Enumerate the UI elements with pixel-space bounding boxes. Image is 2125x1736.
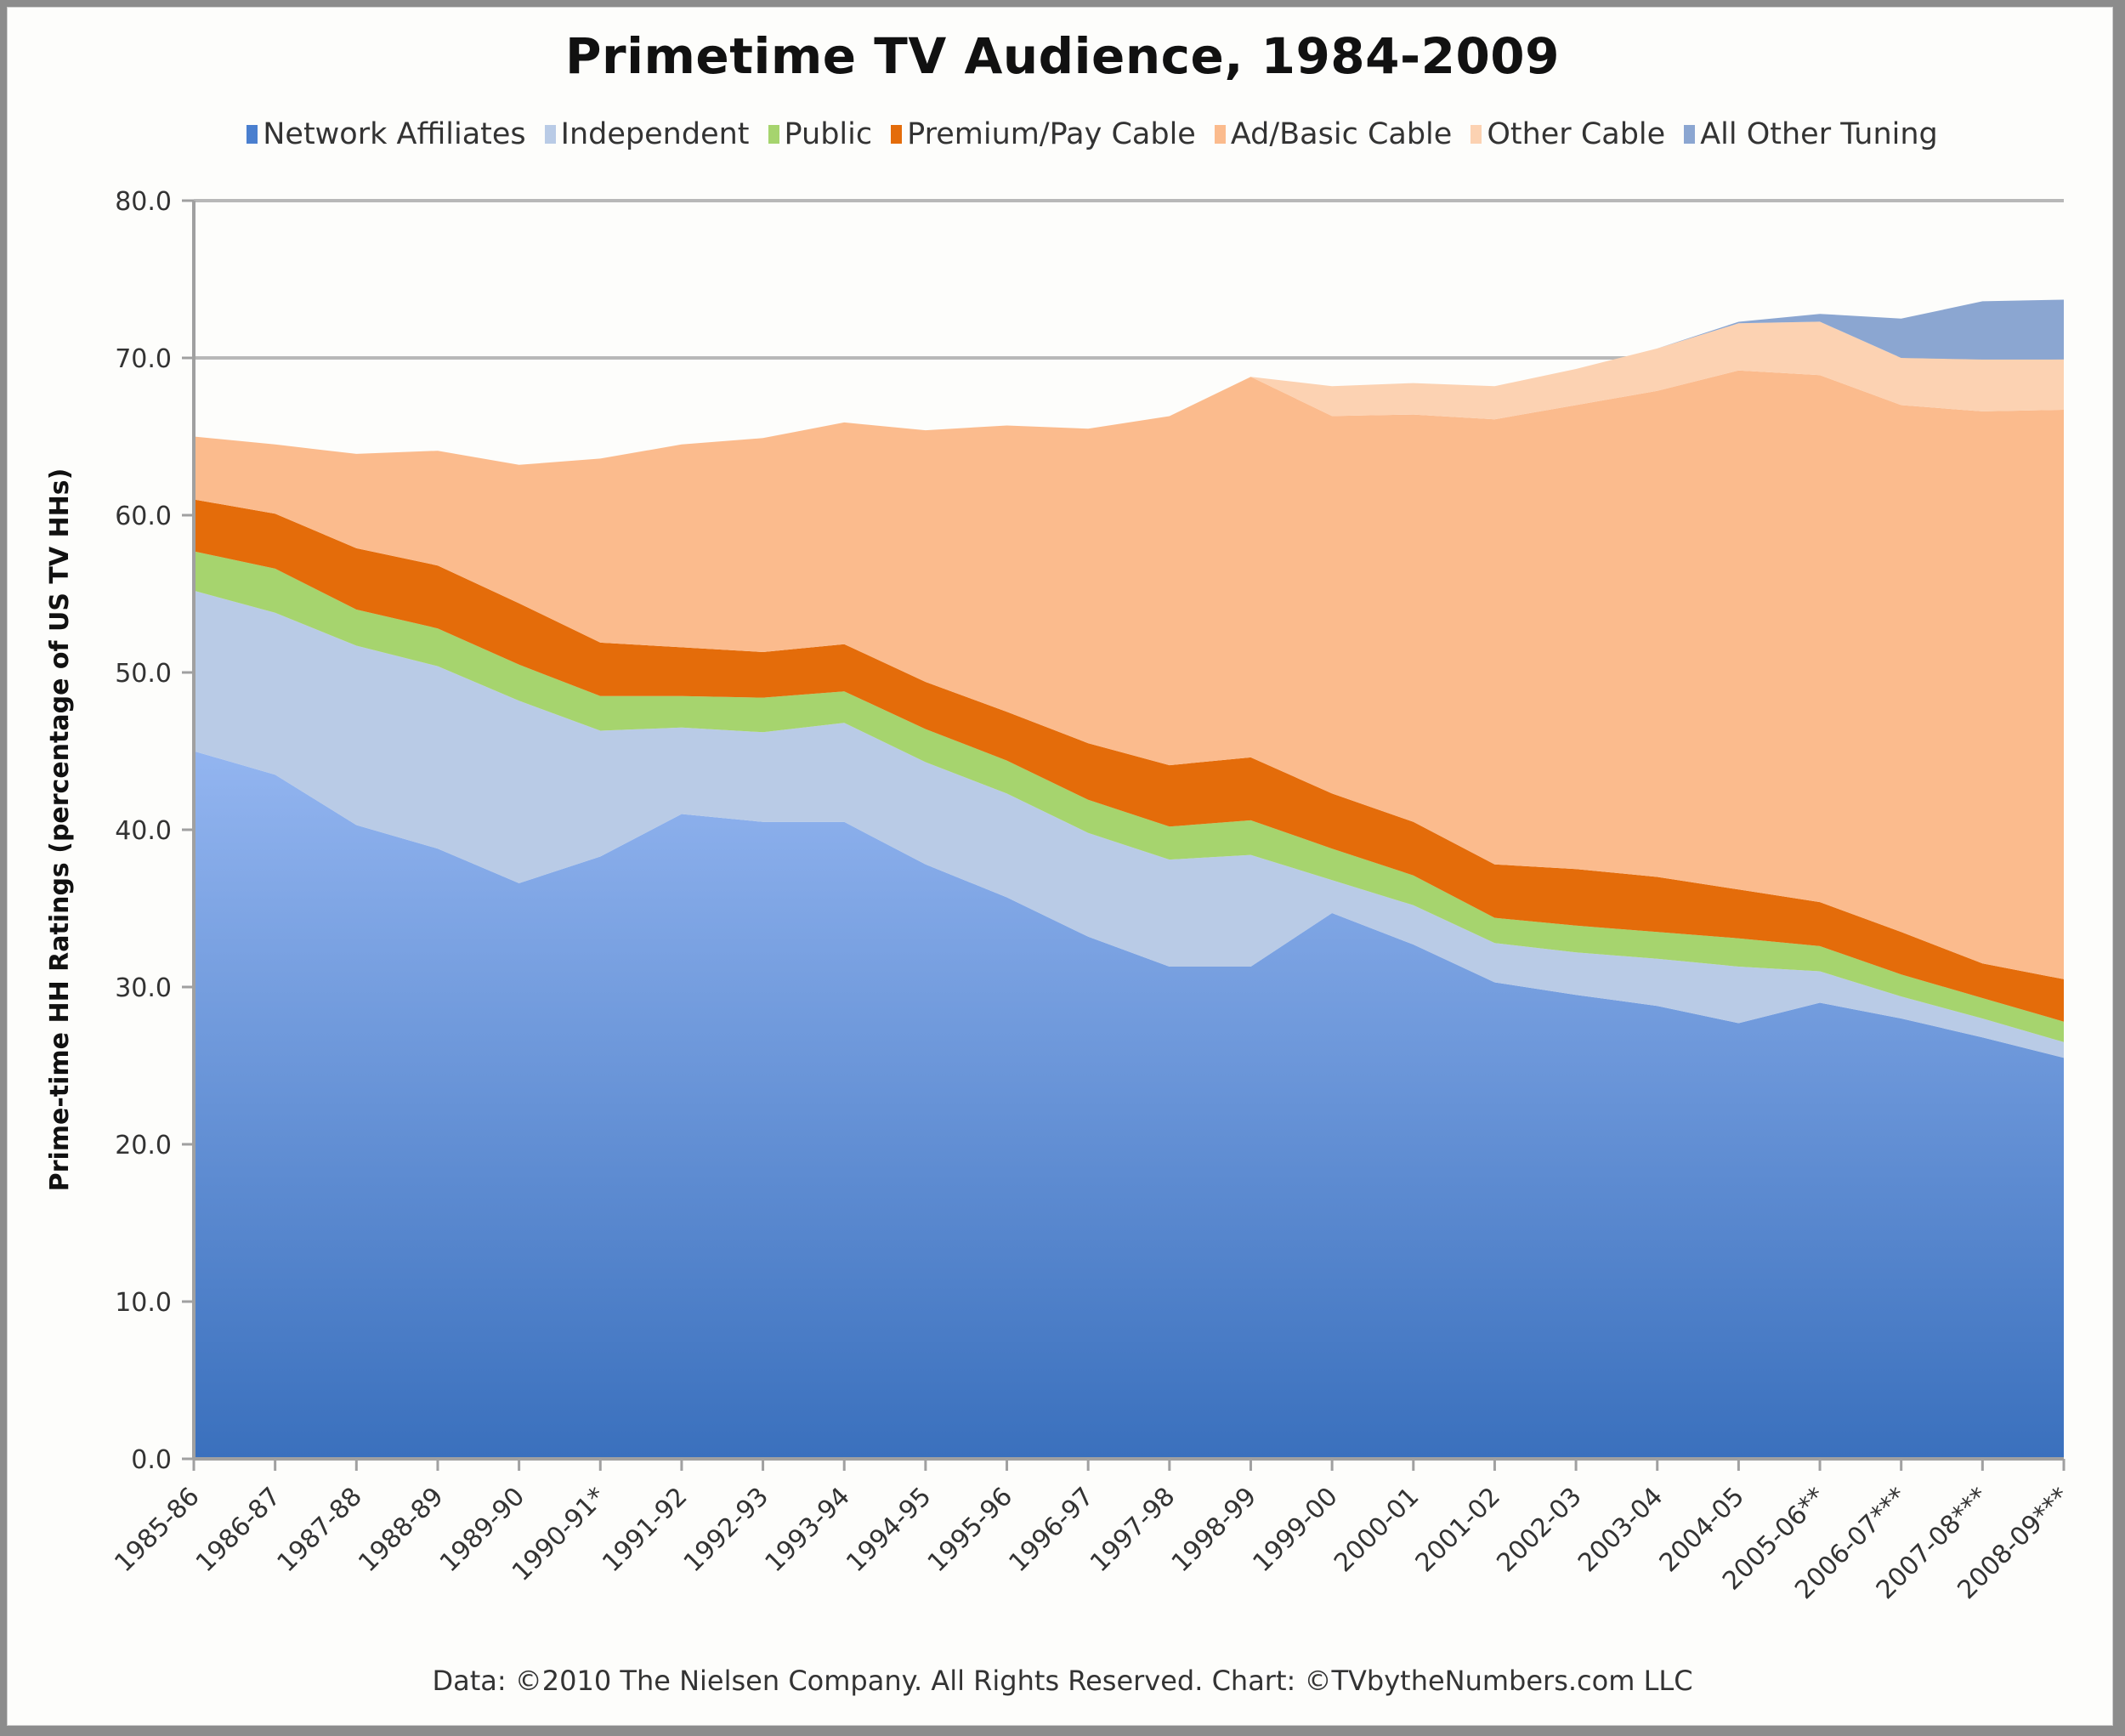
x-tick-label: 1994-95 (841, 1482, 937, 1578)
x-tick-label: 1997-98 (1085, 1482, 1181, 1578)
area-premium-pay-cable (194, 499, 2064, 1022)
legend-item-ad-basic-cable: Ad/Basic Cable (1214, 117, 1453, 151)
legend: Network Affiliates Independent Public Pr… (0, 117, 2125, 151)
legend-swatch-network-affiliates (246, 125, 258, 144)
legend-swatch-other-cable (1470, 125, 1482, 144)
legend-item-public: Public (768, 117, 873, 151)
legend-item-other-cable: Other Cable (1470, 117, 1665, 151)
x-tick-label: 1985-86 (109, 1482, 205, 1578)
x-tick-label: 2003-04 (1572, 1482, 1669, 1578)
x-tick-label: 1996-97 (1003, 1482, 1099, 1578)
legend-swatch-ad-basic-cable (1214, 125, 1226, 144)
y-axis-label: Prime-time HH Ratings (percentage of US … (45, 468, 75, 1192)
y-tick-label: 60.0 (115, 502, 172, 531)
y-axis-ticks: 0.0 10.0 20.0 30.0 40.0 50.0 60.0 70.0 80.0 (115, 187, 194, 1475)
area-ad-basic-cable (194, 370, 2064, 979)
chart-title: Primetime TV Audience, 1984-2009 (564, 27, 1561, 85)
area-network-affiliates (194, 751, 2064, 1459)
x-axis-ticks: 1985-861986-871987-881988-891989-901990-… (109, 1459, 2076, 1605)
y-tick-label: 10.0 (115, 1288, 172, 1318)
y-tick-label: 70.0 (115, 344, 172, 374)
legend-label: Ad/Basic Cable (1230, 117, 1453, 151)
x-tick-label: 1988-89 (353, 1482, 449, 1578)
legend-label: All Other Tuning (1700, 117, 1938, 151)
x-tick-label: 2001-02 (1410, 1482, 1506, 1578)
y-tick-label: 80.0 (115, 187, 172, 217)
chart-footer-credit: Data: ©2010 The Nielsen Company. All Rig… (432, 1665, 1693, 1697)
x-tick-label: 1998-99 (1166, 1482, 1262, 1578)
y-tick-label: 40.0 (115, 816, 172, 846)
legend-item-all-other-tuning: All Other Tuning (1684, 117, 1938, 151)
x-tick-label: 1993-94 (759, 1482, 855, 1578)
stacked-areas (194, 299, 2064, 1459)
legend-swatch-independent (544, 125, 556, 144)
area-independent (194, 590, 2064, 1058)
legend-item-independent: Independent (544, 117, 750, 151)
x-tick-label: 1986-87 (190, 1482, 286, 1578)
x-tick-label: 1999-00 (1247, 1482, 1343, 1578)
y-tick-label: 0.0 (131, 1445, 172, 1475)
legend-item-premium-pay-cable: Premium/Pay Cable (891, 117, 1196, 151)
legend-swatch-premium-pay-cable (891, 125, 903, 144)
x-tick-label: 2000-01 (1329, 1482, 1425, 1578)
legend-label: Network Affiliates (263, 117, 526, 151)
legend-label: Other Cable (1487, 117, 1666, 151)
y-tick-label: 50.0 (115, 659, 172, 689)
legend-label: Premium/Pay Cable (907, 117, 1196, 151)
legend-label: Independent (560, 117, 750, 151)
y-tick-label: 20.0 (115, 1131, 172, 1160)
x-tick-label: 1987-88 (272, 1482, 368, 1578)
x-tick-label: 1995-96 (922, 1482, 1018, 1578)
legend-item-network-affiliates: Network Affiliates (246, 117, 526, 151)
legend-label: Public (784, 117, 873, 151)
legend-swatch-all-other-tuning (1684, 125, 1696, 144)
x-tick-label: 2002-03 (1491, 1482, 1587, 1578)
y-tick-label: 30.0 (115, 973, 172, 1003)
legend-swatch-public (768, 125, 779, 144)
x-tick-label: 1992-93 (678, 1482, 774, 1578)
x-tick-label: 1991-92 (597, 1482, 693, 1578)
